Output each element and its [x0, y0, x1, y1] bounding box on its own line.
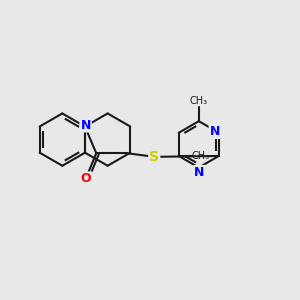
Text: CH₃: CH₃ — [192, 151, 210, 161]
Text: N: N — [209, 125, 220, 138]
Text: S: S — [149, 150, 159, 164]
Text: N: N — [80, 118, 91, 131]
Text: CH₃: CH₃ — [190, 96, 208, 106]
Text: N: N — [194, 166, 205, 179]
Text: O: O — [81, 172, 92, 185]
